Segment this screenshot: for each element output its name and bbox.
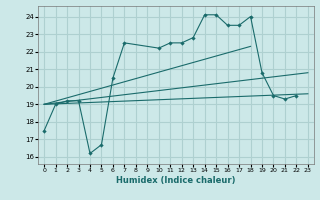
X-axis label: Humidex (Indice chaleur): Humidex (Indice chaleur) [116, 176, 236, 185]
